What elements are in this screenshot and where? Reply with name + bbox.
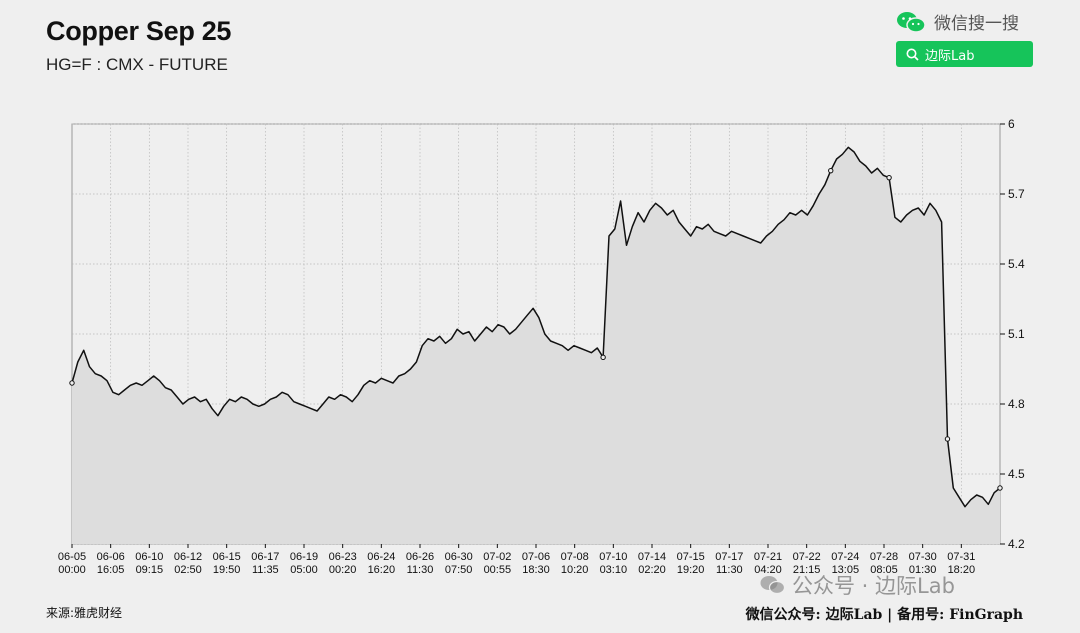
y-tick-label: 4.5 xyxy=(1008,467,1025,481)
session-marker xyxy=(886,174,892,181)
footer-credit: 微信公众号: 边际Lab | 备用号: FinGraph xyxy=(745,607,1023,623)
x-tick-time: 09:15 xyxy=(136,564,164,576)
y-tick-label: 4.8 xyxy=(1008,397,1025,411)
x-tick-time: 21:15 xyxy=(793,564,821,576)
search-query: 边际Lab xyxy=(925,48,975,64)
wechat-search-button[interactable]: 边际Lab xyxy=(896,41,1033,67)
x-tick-time: 04:20 xyxy=(754,564,782,576)
x-tick-date: 07-22 xyxy=(793,551,821,563)
x-tick-time: 18:20 xyxy=(948,564,976,576)
x-tick-date: 06-17 xyxy=(251,551,279,563)
chart-title: Copper Sep 25 xyxy=(46,16,232,46)
source-note: 来源:雅虎财经 xyxy=(46,606,123,620)
x-tick-date: 07-30 xyxy=(909,551,937,563)
x-tick-date: 07-15 xyxy=(677,551,705,563)
x-tick-date: 06-15 xyxy=(213,551,241,563)
x-tick-date: 07-21 xyxy=(754,551,782,563)
x-tick-time: 10:20 xyxy=(561,564,589,576)
x-tick-time: 05:00 xyxy=(290,564,318,576)
wechat-watermark-icon xyxy=(760,576,786,595)
watermark: 公众号 · 边际Lab xyxy=(760,570,955,600)
x-tick-date: 06-05 xyxy=(58,551,86,563)
x-tick-time: 00:00 xyxy=(58,564,86,576)
x-tick-time: 00:55 xyxy=(484,564,512,576)
x-tick-time: 00:20 xyxy=(329,564,357,576)
x-tick-time: 19:20 xyxy=(677,564,705,576)
x-tick-date: 07-02 xyxy=(483,551,511,563)
x-tick-time: 08:05 xyxy=(870,564,898,576)
x-tick-date: 06-24 xyxy=(367,551,395,563)
x-tick-time: 07:50 xyxy=(445,564,473,576)
chart-subtitle: HG=F : CMX - FUTURE xyxy=(46,55,228,74)
x-tick-date: 06-06 xyxy=(97,551,125,563)
x-tick-date: 06-23 xyxy=(329,551,357,563)
x-tick-date: 07-06 xyxy=(522,551,550,563)
x-tick-time: 16:20 xyxy=(368,564,396,576)
x-tick-time: 19:50 xyxy=(213,564,241,576)
x-tick-date: 07-17 xyxy=(715,551,743,563)
session-marker xyxy=(69,380,75,386)
x-tick-time: 02:20 xyxy=(638,564,666,576)
wechat-search-text: 微信搜一搜 xyxy=(934,14,1019,34)
x-tick-date: 07-31 xyxy=(947,551,975,563)
x-tick-date: 07-10 xyxy=(599,551,627,563)
price-line xyxy=(71,146,1001,508)
x-tick-time: 11:30 xyxy=(716,564,743,576)
y-tick-label: 4.2 xyxy=(1008,537,1025,551)
price-area xyxy=(72,147,1000,545)
x-tick-date: 06-12 xyxy=(174,551,202,563)
wechat-search-label: 微信搜一搜 xyxy=(896,9,1019,34)
y-tick-label: 6 xyxy=(1008,117,1015,131)
x-tick-time: 01:30 xyxy=(909,564,937,576)
x-tick-time: 03:10 xyxy=(600,564,628,576)
x-tick-date: 06-30 xyxy=(445,551,473,563)
x-tick-time: 11:35 xyxy=(252,564,279,576)
wechat-icon xyxy=(897,11,926,33)
x-tick-time: 02:50 xyxy=(174,564,202,576)
y-tick-label: 5.4 xyxy=(1008,257,1025,271)
x-tick-time: 16:05 xyxy=(97,564,125,576)
x-tick-date: 07-08 xyxy=(561,551,589,563)
x-tick-time: 13:05 xyxy=(832,564,860,576)
session-marker xyxy=(600,354,606,361)
x-tick-date: 07-14 xyxy=(638,551,666,563)
x-tick-time: 18:30 xyxy=(522,564,550,576)
session-marker xyxy=(997,485,1003,491)
x-tick-date: 07-24 xyxy=(831,551,859,563)
x-tick-time: 11:30 xyxy=(407,564,434,576)
y-tick-label: 5.7 xyxy=(1008,187,1025,201)
watermark-text: 公众号 · 边际Lab xyxy=(792,574,955,598)
x-tick-date: 06-26 xyxy=(406,551,434,563)
x-tick-date: 06-10 xyxy=(135,551,163,563)
session-marker xyxy=(944,436,951,442)
x-tick-date: 07-28 xyxy=(870,551,898,563)
y-tick-label: 5.1 xyxy=(1008,327,1025,341)
session-marker xyxy=(828,167,834,174)
search-icon xyxy=(906,48,919,61)
x-tick-date: 06-19 xyxy=(290,551,318,563)
